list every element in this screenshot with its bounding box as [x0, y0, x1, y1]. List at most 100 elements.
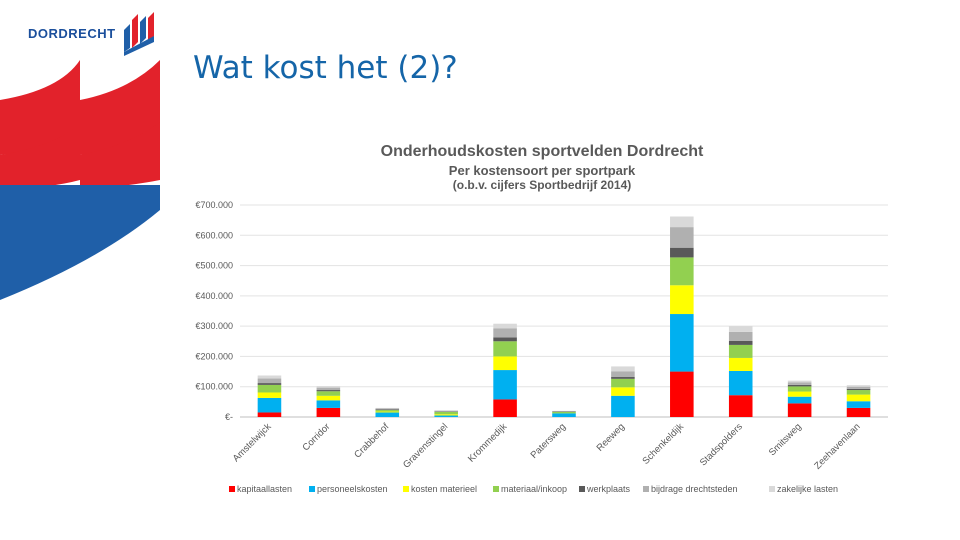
legend-label: werkplaats — [586, 484, 631, 494]
bar-segment — [493, 399, 517, 417]
bar-segment — [611, 377, 635, 379]
bar-segment — [316, 391, 341, 396]
bar-segment — [257, 375, 282, 379]
bar-segment — [611, 366, 635, 372]
bar-segment — [670, 285, 694, 315]
bar-segment — [611, 378, 635, 388]
bar-segment — [728, 370, 753, 396]
bar-segment — [728, 331, 753, 341]
bar-segment — [257, 384, 282, 393]
logo-text: DORDRECHT — [28, 26, 116, 41]
x-tick-label: Crabbehof — [352, 421, 391, 460]
legend-label: kosten materieel — [411, 484, 477, 494]
bar-segment — [670, 247, 694, 258]
bar-segment — [787, 382, 812, 385]
x-tick-label: Gravenstingel — [401, 421, 450, 470]
bar-segment — [728, 326, 753, 332]
bar-segment — [375, 412, 400, 417]
legend-swatch — [403, 486, 409, 492]
bar-segment — [375, 410, 400, 412]
y-tick-label: €300.000 — [195, 321, 233, 331]
bar-segment — [846, 401, 871, 408]
chart-subtitle: Per kostensoort per sportpark — [448, 163, 636, 178]
bar-segment — [670, 371, 694, 417]
bar-segment — [493, 370, 517, 400]
bar-segment — [670, 314, 694, 372]
x-tick-label: Zeehavenlaan — [812, 421, 862, 471]
bar-segment — [493, 337, 517, 342]
bar-segment — [728, 344, 753, 358]
legend-label: personeelskosten — [317, 484, 388, 494]
bar-segment — [316, 407, 341, 417]
y-tick-label: €600.000 — [195, 230, 233, 240]
bar-segment — [787, 384, 812, 387]
legend-swatch — [769, 486, 775, 492]
x-tick-label: Corridor — [300, 421, 332, 453]
bar-segment — [787, 403, 812, 417]
bar-segment — [670, 227, 694, 248]
legend-swatch — [643, 486, 649, 492]
bar-segment — [434, 410, 458, 412]
bar-segment — [493, 341, 517, 357]
bar-segment — [846, 394, 871, 402]
bar-segment — [316, 400, 341, 408]
x-tick-label: Stadspolders — [698, 421, 745, 468]
legend-label: kapitaallasten — [237, 484, 292, 494]
legend-label: zakelijke lasten — [777, 484, 838, 494]
slide-title: Wat kost het (2)? — [193, 50, 458, 86]
x-tick-label: Patersweg — [529, 421, 569, 461]
legend-label: bijdrage drechtsteden — [651, 484, 738, 494]
bar-segment — [493, 328, 517, 338]
x-tick-label: Smitsweg — [767, 421, 804, 458]
legend-swatch — [493, 486, 499, 492]
bar-segment — [846, 385, 871, 387]
bar-segment — [787, 396, 812, 404]
bar-segment — [257, 378, 282, 384]
y-tick-label: €700.000 — [195, 200, 233, 210]
bar-segment — [316, 390, 341, 392]
bar-segment — [611, 387, 635, 396]
bar-segment — [728, 357, 753, 371]
bar-segment — [552, 411, 576, 414]
bar-segment — [257, 397, 282, 413]
bar-segment — [787, 380, 812, 383]
logo-emblem-icon — [124, 12, 154, 56]
bar-segment — [375, 409, 400, 411]
bar-segment — [434, 414, 458, 416]
bar-segment — [787, 391, 812, 397]
bar-segment — [728, 340, 753, 345]
y-tick-label: €200.000 — [195, 351, 233, 361]
y-tick-label: €100.000 — [195, 382, 233, 392]
bar-segment — [257, 392, 282, 398]
x-tick-label: Reeweg — [595, 421, 627, 453]
bar-segment — [611, 395, 635, 417]
bar-segment — [728, 395, 753, 417]
bar-segment — [846, 390, 871, 395]
bar-segment — [611, 371, 635, 378]
x-tick-label: Schenkeldijk — [640, 421, 686, 467]
bar-segment — [846, 388, 871, 391]
y-tick-label: €500.000 — [195, 261, 233, 271]
bar-segment — [316, 386, 341, 388]
bar-segment — [846, 386, 871, 389]
legend-swatch — [309, 486, 315, 492]
bar-segment — [493, 323, 517, 329]
x-tick-label: Amstelwijck — [231, 421, 274, 464]
dordrecht-logo: DORDRECHT — [28, 12, 168, 56]
y-tick-label: €- — [225, 412, 233, 422]
flag-decoration — [0, 60, 160, 300]
bar-segment — [316, 395, 341, 401]
y-tick-label: €400.000 — [195, 291, 233, 301]
chart-title: Onderhoudskosten sportvelden Dordrecht — [380, 143, 704, 160]
legend-swatch — [229, 486, 235, 492]
bar-segment — [257, 412, 282, 417]
bar-segment — [552, 410, 576, 412]
bar-segment — [257, 383, 282, 385]
chart-subtitle-2: (o.b.v. cijfers Sportbedrijf 2014) — [452, 178, 632, 192]
legend-label: materiaal/inkoop — [501, 484, 567, 494]
bar-segment — [787, 386, 812, 392]
bar-segment — [375, 408, 400, 410]
bar-segment — [493, 356, 517, 371]
bar-segment — [846, 407, 871, 417]
